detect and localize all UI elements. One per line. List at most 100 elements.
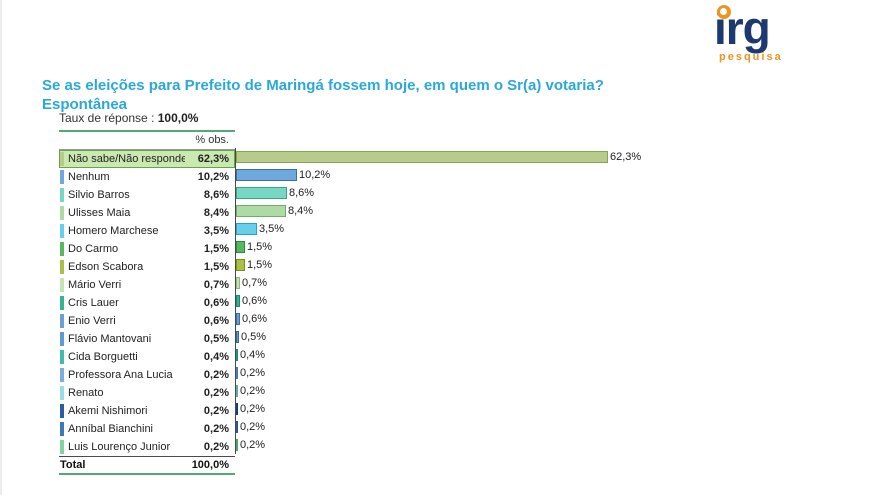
- candidate-name: Flávio Mantovani: [68, 333, 152, 345]
- table-row: Homero Marchese 3,5%: [59, 222, 235, 240]
- table-body: Não sabe/Não respondeu 62,3% Nenhum 10,2% Si…: [59, 150, 235, 456]
- bar-row: 0,7%: [236, 274, 267, 292]
- bar-row: 10,2%: [236, 166, 330, 184]
- response-rate-label: Taux de réponse :: [59, 111, 155, 125]
- candidate-percentage: 1,5%: [203, 261, 229, 273]
- bar-row: 8,6%: [236, 184, 314, 202]
- bar: [236, 349, 238, 361]
- bar-row: 3,5%: [236, 220, 284, 238]
- bar-row: 1,5%: [236, 256, 272, 274]
- question-title-line1: Se as eleições para Prefeito de Maringá …: [42, 77, 604, 94]
- bar-row: 0,6%: [236, 292, 267, 310]
- total-row: Total 100,0%: [59, 456, 235, 475]
- bar: [236, 421, 238, 433]
- bar-value-label: 0,4%: [240, 349, 266, 361]
- chart-axis-line: [235, 148, 236, 454]
- candidate-percentage: 8,6%: [203, 189, 229, 201]
- candidate-name: Mário Verri: [68, 279, 122, 291]
- bar: [236, 241, 245, 253]
- row-color-swatch: [60, 440, 64, 454]
- candidate-name: Anníbal Bianchini: [68, 423, 154, 435]
- bar-chart: 62,3% 10,2% 8,6% 8,4% 3,5% 1,5% 1,5% 0,7% 0,6% 0,…: [235, 148, 875, 454]
- bar-value-label: 0,2%: [240, 367, 266, 379]
- table-row: Edson Scabora 1,5%: [59, 258, 235, 276]
- bar: [236, 277, 240, 289]
- candidate-name: Professora Ana Lucia: [68, 369, 173, 381]
- page-title: Se as eleições para Prefeito de Maringá …: [42, 76, 682, 114]
- row-color-swatch: [60, 170, 64, 184]
- bar: [236, 331, 239, 343]
- bar-row: 0,2%: [236, 436, 265, 454]
- bar: [236, 403, 238, 415]
- candidate-name: Renato: [68, 387, 104, 399]
- table-row: Cida Borguetti 0,4%: [59, 348, 235, 366]
- table-row: Nenhum 10,2%: [59, 168, 235, 186]
- bar: [236, 439, 238, 451]
- bar-value-label: 8,6%: [289, 187, 315, 199]
- response-rate-value: 100,0%: [157, 111, 199, 125]
- bar-value-label: 8,4%: [288, 205, 314, 217]
- candidate-percentage: 0,2%: [203, 423, 229, 435]
- row-color-swatch: [60, 368, 64, 382]
- bar-value-label: 0,2%: [240, 421, 266, 433]
- logo-swirl-icon: [717, 5, 731, 19]
- candidate-name: Ulisses Maia: [68, 207, 131, 219]
- row-color-swatch: [60, 278, 64, 292]
- candidate-name: Homero Marchese: [68, 225, 159, 237]
- bar-value-label: 0,5%: [241, 331, 267, 343]
- bar-row: 0,2%: [236, 364, 265, 382]
- table-row: Flávio Mantovani 0,5%: [59, 330, 235, 348]
- candidate-name: Enio Verri: [68, 315, 116, 327]
- table-row: Luis Lourenço Junior 0,2%: [59, 438, 235, 456]
- bar-row: 0,2%: [236, 400, 265, 418]
- candidate-name: Cris Lauer: [68, 297, 119, 309]
- candidate-percentage: 62,3%: [197, 153, 229, 165]
- bar-row: 0,2%: [236, 418, 265, 436]
- candidate-percentage: 0,2%: [203, 387, 229, 399]
- row-color-swatch: [60, 206, 64, 220]
- candidate-percentage: 0,2%: [203, 405, 229, 417]
- candidate-percentage: 8,4%: [203, 207, 229, 219]
- row-color-swatch: [60, 314, 64, 328]
- table-row: Enio Verri 0,6%: [59, 312, 235, 330]
- question-title-line2: Espontânea: [42, 96, 128, 113]
- table-row: Ulisses Maia 8,4%: [59, 204, 235, 222]
- bar-value-label: 1,5%: [247, 241, 273, 253]
- total-value: 100,0%: [191, 459, 229, 471]
- table-row: Professora Ana Lucia 0,2%: [59, 366, 235, 384]
- row-color-swatch: [60, 404, 64, 418]
- bar: [236, 295, 240, 307]
- bar: [236, 385, 238, 397]
- table-row: Akemi Nishimori 0,2%: [59, 402, 235, 420]
- total-label: Total: [60, 459, 86, 471]
- bar-row: 8,4%: [236, 202, 313, 220]
- row-color-swatch: [60, 386, 64, 400]
- table-row: Silvio Barros 8,6%: [59, 186, 235, 204]
- candidate-percentage: 0,4%: [203, 351, 229, 363]
- table-row: Não sabe/Não respondeu 62,3%: [59, 150, 235, 168]
- candidate-name: Não sabe/Não respondeu: [68, 153, 185, 165]
- candidate-percentage: 0,2%: [203, 369, 229, 381]
- bar-row: 0,6%: [236, 310, 267, 328]
- bar-value-label: 3,5%: [259, 223, 285, 235]
- bar-value-label: 0,2%: [240, 403, 266, 415]
- candidate-percentage: 0,6%: [203, 297, 229, 309]
- candidate-percentage: 0,5%: [203, 333, 229, 345]
- candidate-name: Nenhum: [68, 171, 110, 183]
- bar-value-label: 0,2%: [240, 439, 266, 451]
- candidate-name: Edson Scabora: [68, 261, 144, 273]
- logo-subtext: pesquisa: [719, 51, 783, 63]
- row-color-swatch: [60, 242, 64, 256]
- table-row: Cris Lauer 0,6%: [59, 294, 235, 312]
- bar-row: 0,2%: [236, 382, 265, 400]
- bar: [236, 367, 238, 379]
- candidate-percentage: 0,6%: [203, 315, 229, 327]
- row-color-swatch: [60, 188, 64, 202]
- table-row: Do Carmo 1,5%: [59, 240, 235, 258]
- bar: [236, 151, 608, 163]
- bar-value-label: 10,2%: [299, 169, 331, 181]
- candidate-name: Cida Borguetti: [68, 351, 138, 363]
- bar: [236, 187, 287, 199]
- bar-value-label: 0,2%: [240, 385, 266, 397]
- candidate-name: Akemi Nishimori: [68, 405, 148, 417]
